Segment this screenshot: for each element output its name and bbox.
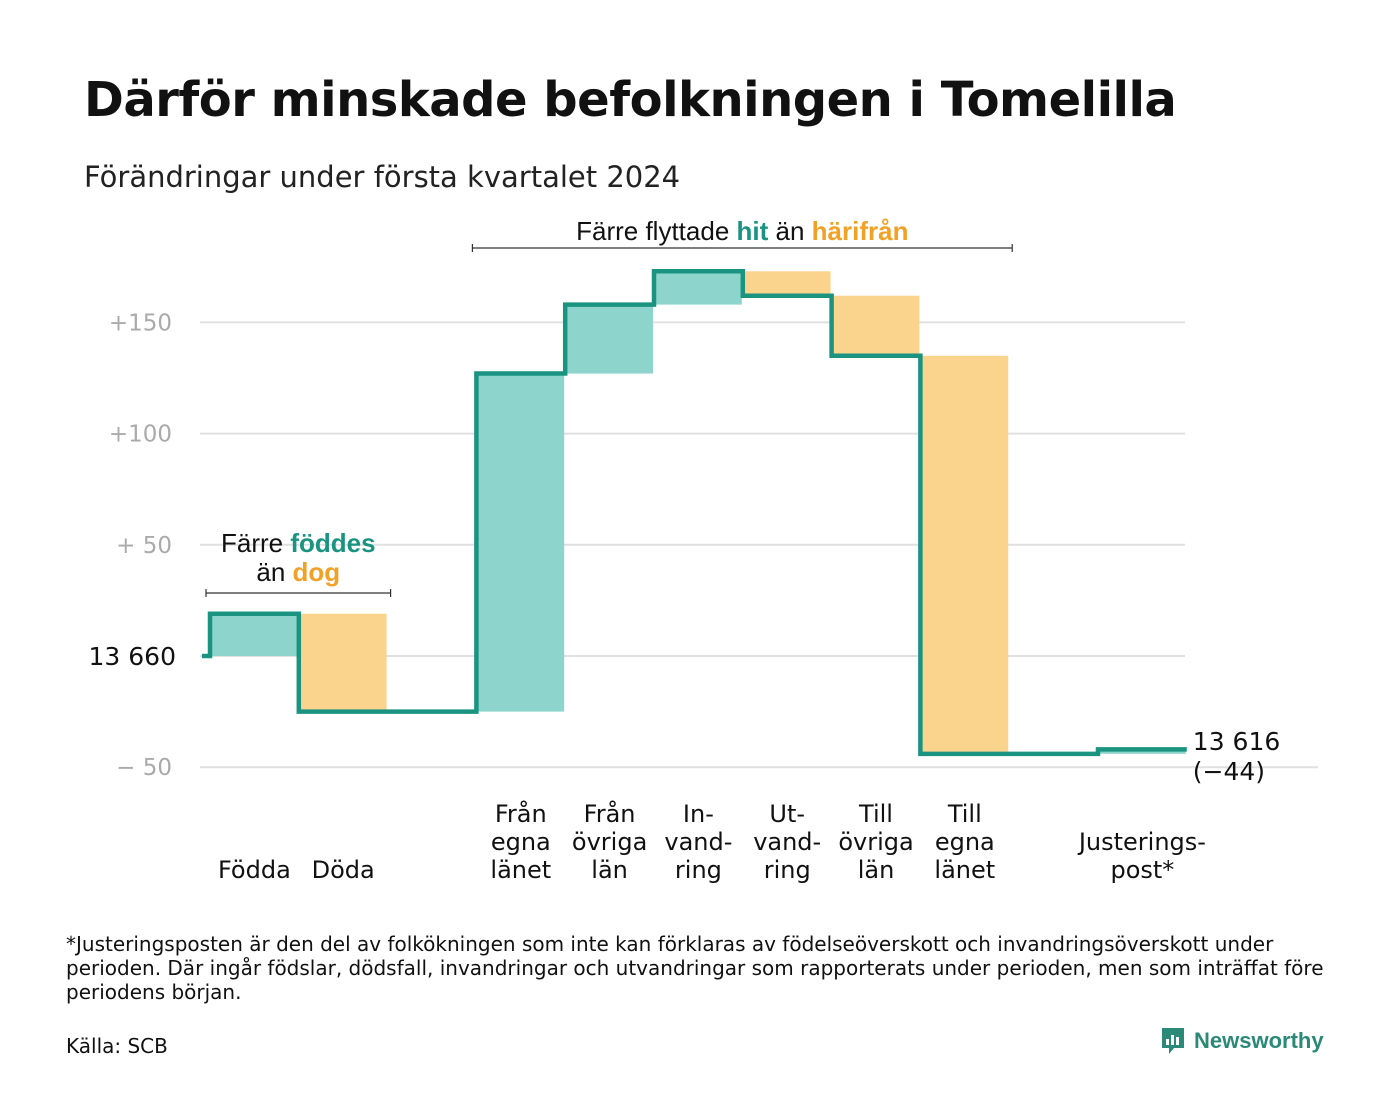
x-category-label: egna xyxy=(491,828,551,856)
x-category-label: länet xyxy=(934,856,995,884)
x-category-label: länet xyxy=(490,856,551,884)
x-category-label: ring xyxy=(764,856,811,884)
x-category-label: egna xyxy=(935,828,995,856)
y-tick-label: + 50 xyxy=(116,533,172,559)
chart-title: Därför minskade befolkningen i Tomelilla xyxy=(84,72,1177,128)
waterfall-bar xyxy=(833,295,920,356)
waterfall-bar xyxy=(567,304,653,374)
x-category-label: post* xyxy=(1110,856,1174,884)
x-category-label: vand- xyxy=(753,828,821,856)
x-category-label: övriga xyxy=(838,828,913,856)
x-category-label: Från xyxy=(495,799,547,828)
x-category-label: län xyxy=(858,856,895,884)
annotation-text: Färre föddes xyxy=(221,528,376,558)
brand-logo[interactable]: Newsworthy xyxy=(1160,1026,1324,1056)
y-tick-label: +100 xyxy=(109,422,172,448)
waterfall-bar xyxy=(478,373,565,712)
x-category-label: Ut- xyxy=(769,800,805,828)
y-tick-label: +150 xyxy=(109,310,172,336)
start-value-label: 13 660 xyxy=(89,642,176,671)
x-category-label: Till xyxy=(858,800,893,828)
x-category-label: ring xyxy=(675,856,722,884)
waterfall-bar xyxy=(212,613,298,656)
footnote: *Justeringsposten är den del av folkökni… xyxy=(66,932,1324,1004)
x-category-label: Födda xyxy=(218,856,291,884)
x-category-label: övriga xyxy=(572,828,647,856)
annotation-text: än dog xyxy=(256,557,340,587)
annotation-text: Färre flyttade hit än härifrån xyxy=(576,216,908,246)
waterfall-bar xyxy=(656,271,742,305)
y-tick-label: − 50 xyxy=(116,755,172,781)
newsworthy-logo-icon xyxy=(1162,1028,1184,1054)
chart-subtitle: Förändringar under första kvartalet 2024 xyxy=(84,160,681,194)
x-category-label: Döda xyxy=(312,856,375,884)
waterfall-bar xyxy=(922,355,1009,754)
brand-name: Newsworthy xyxy=(1194,1028,1324,1053)
x-category-label: vand- xyxy=(664,828,732,856)
x-category-label: Från xyxy=(584,799,636,828)
x-category-label: län xyxy=(591,856,628,884)
waterfall-bar xyxy=(300,613,387,712)
end-value-label: 13 616 xyxy=(1193,727,1280,756)
source-note: Källa: SCB xyxy=(66,1034,168,1058)
end-change-label: (−44) xyxy=(1193,757,1265,786)
x-category-label: Justerings- xyxy=(1077,828,1206,856)
x-category-label: In- xyxy=(683,800,714,828)
waterfall-bar xyxy=(744,271,831,296)
x-category-label: Till xyxy=(947,800,982,828)
cumulative-line xyxy=(202,268,1187,757)
